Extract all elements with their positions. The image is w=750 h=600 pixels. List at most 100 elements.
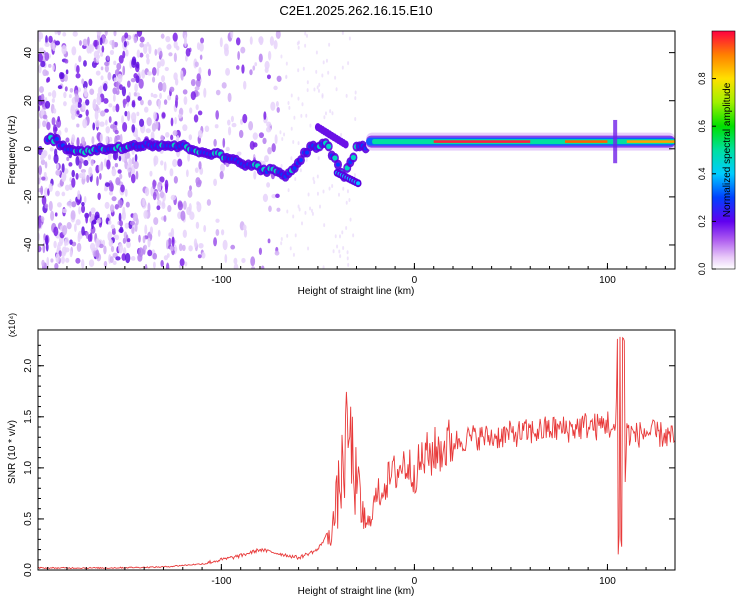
noise-speck <box>105 126 110 134</box>
noise-speck <box>77 190 81 201</box>
noise-speck <box>132 212 138 222</box>
noise-speck <box>48 183 53 192</box>
noise-speck <box>321 73 324 78</box>
noise-speck <box>135 61 140 69</box>
noise-speck <box>267 147 272 155</box>
noise-speck <box>198 161 202 170</box>
noise-speck <box>305 33 308 38</box>
noise-speck <box>249 36 253 45</box>
snr-x-label: Height of straight line (km) <box>298 586 415 597</box>
noise-speck <box>252 65 256 71</box>
noise-speck <box>38 165 43 176</box>
noise-speck <box>80 168 87 174</box>
noise-speck <box>214 124 219 129</box>
noise-speck <box>82 118 88 129</box>
noise-speck <box>177 113 183 119</box>
noise-speck <box>81 258 85 269</box>
noise-speck <box>306 80 309 85</box>
noise-speck <box>54 262 59 269</box>
noise-speck <box>188 134 193 141</box>
noise-speck <box>348 36 351 41</box>
noise-speck <box>90 207 96 214</box>
noise-speck <box>345 93 348 98</box>
noise-speck <box>103 98 109 104</box>
noise-speck <box>96 31 102 36</box>
noise-speck <box>126 80 131 88</box>
noise-speck <box>230 115 234 123</box>
noise-speck <box>195 78 201 88</box>
noise-speck <box>144 263 148 269</box>
noise-speck <box>196 73 201 82</box>
noise-speck <box>69 250 73 258</box>
colorbar-tick-label: 0.4 <box>697 168 707 181</box>
noise-speck <box>126 241 131 249</box>
noise-speck <box>76 199 81 206</box>
noise-speck <box>169 86 175 93</box>
noise-speck <box>117 199 123 208</box>
noise-speck <box>99 133 104 142</box>
noise-speck <box>84 92 89 98</box>
noise-speck <box>136 31 143 38</box>
noise-speck <box>280 164 283 169</box>
noise-speck <box>125 201 130 208</box>
noise-speck <box>97 44 101 54</box>
noise-speck <box>179 258 185 267</box>
colorbar: 0.0 0.2 0.4 0.6 0.8 Normalized spectral ampl… <box>697 30 736 275</box>
noise-speck <box>198 67 202 75</box>
noise-speck <box>108 191 114 196</box>
noise-speck <box>222 239 228 251</box>
noise-speck <box>57 202 62 208</box>
noise-speck <box>183 34 187 45</box>
noise-speck <box>180 210 186 221</box>
noise-speck <box>313 180 316 185</box>
noise-speck <box>317 88 320 93</box>
noise-speck <box>312 176 315 181</box>
noise-speck <box>151 76 156 83</box>
noise-speck <box>105 135 109 144</box>
snr-y-tick-label: 0.5 <box>23 512 34 526</box>
noise-speck <box>258 132 264 139</box>
noise-speck <box>227 126 232 136</box>
noise-speck <box>57 31 61 36</box>
noise-speck <box>65 257 70 263</box>
noise-speck <box>161 75 165 83</box>
noise-speck <box>135 170 139 180</box>
noise-speck <box>45 35 48 45</box>
noise-speck <box>134 153 138 162</box>
noise-speck <box>188 245 193 252</box>
noise-speck <box>307 246 310 251</box>
noise-speck <box>213 138 217 147</box>
noise-speck <box>53 108 57 114</box>
spectrogram-y-tick-label: -20 <box>23 189 34 204</box>
snr-y-tick-label: 2.0 <box>23 358 34 372</box>
noise-speck <box>116 62 122 71</box>
noise-speck <box>224 254 228 264</box>
noise-speck <box>276 207 281 212</box>
noise-speck <box>85 99 90 106</box>
noise-speck <box>248 120 254 131</box>
trace-peak <box>433 140 531 143</box>
noise-speck <box>117 169 122 174</box>
noise-speck <box>156 61 162 69</box>
noise-speck <box>119 133 123 144</box>
noise-speck <box>227 119 231 126</box>
noise-speck <box>274 134 278 145</box>
noise-speck <box>91 213 95 220</box>
noise-speck <box>48 200 53 212</box>
noise-speck <box>236 151 242 156</box>
snr-y-tick-label: 1.0 <box>23 460 34 474</box>
noise-speck <box>173 52 177 63</box>
noise-speck <box>300 113 303 118</box>
noise-speck <box>48 35 53 44</box>
noise-speck <box>225 146 230 152</box>
noise-speck <box>189 107 193 114</box>
noise-speck <box>159 92 162 99</box>
noise-speck <box>341 65 344 70</box>
noise-speck <box>105 119 108 126</box>
spectrogram-y-tick-label: -40 <box>23 237 34 252</box>
noise-speck <box>177 201 184 211</box>
noise-speck <box>347 61 350 66</box>
noise-speck <box>154 48 158 56</box>
noise-speck <box>88 78 93 87</box>
noise-speck <box>53 240 57 249</box>
